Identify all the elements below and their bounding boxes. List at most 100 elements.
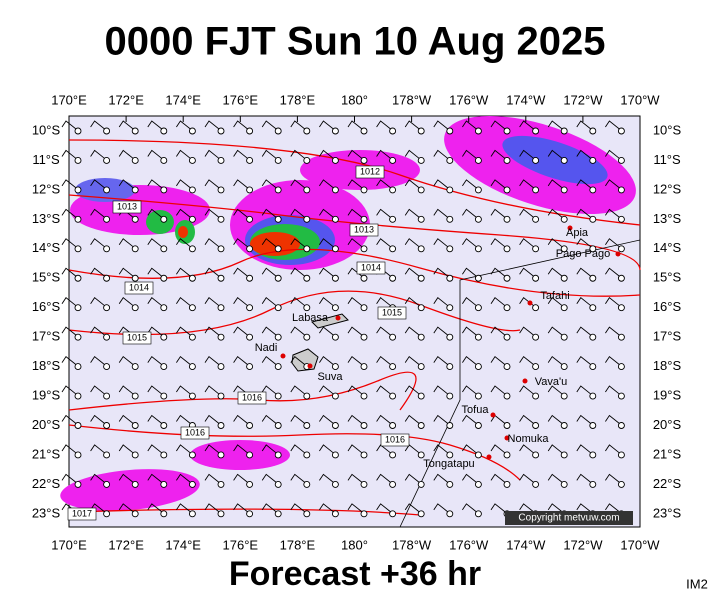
lon-label-top: 180° bbox=[341, 92, 368, 107]
barb-staff bbox=[404, 120, 420, 130]
barb-station bbox=[503, 245, 511, 253]
wind-barb bbox=[576, 385, 597, 400]
barb-station bbox=[188, 186, 196, 194]
barb-station bbox=[246, 451, 254, 459]
barb-station bbox=[360, 274, 368, 282]
wind-barb bbox=[147, 120, 168, 135]
barb-station bbox=[303, 392, 311, 400]
place-dot bbox=[522, 378, 528, 384]
wind-barb bbox=[376, 355, 397, 371]
barb-station bbox=[160, 392, 168, 400]
place-label: Labasa bbox=[292, 312, 329, 324]
barb-station bbox=[274, 186, 282, 194]
wind-barb bbox=[147, 473, 168, 488]
wind-barb bbox=[519, 355, 540, 371]
wind-barb bbox=[404, 120, 425, 135]
barb-staff bbox=[261, 267, 277, 277]
wind-barb bbox=[204, 149, 225, 164]
barb-station bbox=[617, 422, 625, 429]
isobar-label: 1016 bbox=[242, 392, 262, 402]
barb-staff bbox=[61, 326, 77, 336]
wind-barb bbox=[261, 120, 282, 135]
wind-barb bbox=[61, 473, 82, 488]
barb-station bbox=[389, 186, 397, 194]
barb-station bbox=[417, 333, 425, 341]
wind-barb bbox=[376, 473, 397, 488]
barb-station bbox=[589, 274, 597, 282]
barb-staff bbox=[118, 503, 134, 513]
barb-staff bbox=[433, 208, 449, 218]
wind-barb bbox=[90, 149, 111, 164]
barb-station bbox=[131, 186, 139, 194]
wind-barb bbox=[319, 326, 339, 341]
barb-staff bbox=[261, 120, 277, 130]
barb-station bbox=[331, 510, 339, 518]
lat-label-left: 15°S bbox=[32, 270, 61, 285]
barb-station bbox=[103, 363, 111, 371]
barb-staff bbox=[204, 503, 220, 513]
barb-station bbox=[160, 215, 168, 223]
barb-staff bbox=[261, 473, 277, 483]
wind-barb bbox=[204, 355, 225, 371]
barb-staff bbox=[347, 355, 363, 365]
barb-station bbox=[589, 392, 597, 400]
wind-barb bbox=[118, 503, 139, 518]
barb-staff bbox=[433, 179, 449, 189]
barb-staff bbox=[576, 297, 592, 307]
barb-station bbox=[474, 304, 482, 312]
lat-label-right: 18°S bbox=[653, 358, 682, 373]
barb-staff bbox=[404, 297, 420, 307]
barb-staff bbox=[433, 120, 449, 130]
barb-staff bbox=[290, 120, 306, 130]
wind-barb bbox=[233, 355, 254, 371]
wind-barb bbox=[376, 414, 397, 429]
wind-barb bbox=[204, 385, 225, 400]
wind-barb bbox=[404, 355, 425, 371]
wind-barb bbox=[90, 444, 111, 459]
barb-station bbox=[217, 245, 225, 253]
barb-staff bbox=[204, 473, 220, 483]
lon-label-bottom: 174°E bbox=[165, 537, 201, 552]
barb-station bbox=[217, 333, 225, 341]
barb-staff bbox=[290, 326, 306, 336]
place-label: Tafahi bbox=[540, 290, 569, 302]
barb-staff bbox=[61, 355, 77, 365]
wind-barb bbox=[290, 238, 311, 253]
wind-barb bbox=[290, 267, 311, 282]
barb-station bbox=[303, 333, 311, 341]
barb-staff bbox=[404, 414, 420, 424]
barb-station bbox=[417, 451, 425, 459]
barb-staff bbox=[90, 473, 105, 483]
barb-staff bbox=[347, 326, 363, 336]
wind-barb bbox=[404, 179, 425, 194]
wind-barb bbox=[147, 503, 168, 518]
barb-staff bbox=[576, 238, 592, 248]
barb-station bbox=[274, 215, 282, 223]
wind-barb bbox=[605, 326, 625, 341]
wind-barb bbox=[462, 238, 482, 253]
lon-label-bottom: 170°W bbox=[620, 537, 660, 552]
barb-station bbox=[560, 215, 568, 223]
wind-barb bbox=[90, 238, 111, 253]
barb-staff bbox=[433, 238, 449, 248]
barb-station bbox=[446, 304, 454, 312]
barb-station bbox=[560, 451, 568, 459]
barb-station bbox=[560, 392, 568, 400]
wind-barb bbox=[290, 208, 311, 223]
wind-barb bbox=[90, 385, 111, 400]
wind-barb bbox=[519, 326, 540, 341]
barb-staff bbox=[176, 149, 191, 159]
barb-staff bbox=[90, 238, 105, 248]
wind-barb bbox=[462, 503, 482, 518]
barb-staff bbox=[290, 267, 306, 277]
wind-barb bbox=[347, 355, 368, 371]
title: 0000 FJT Sun 10 Aug 2025 bbox=[105, 20, 606, 64]
barb-staff bbox=[319, 385, 334, 395]
wind-barb bbox=[204, 414, 225, 429]
wind-barb bbox=[376, 179, 397, 194]
barb-staff bbox=[519, 120, 534, 130]
place-dot bbox=[490, 412, 496, 418]
barb-station bbox=[503, 274, 511, 282]
barb-station bbox=[131, 422, 139, 429]
barb-staff bbox=[490, 473, 506, 483]
